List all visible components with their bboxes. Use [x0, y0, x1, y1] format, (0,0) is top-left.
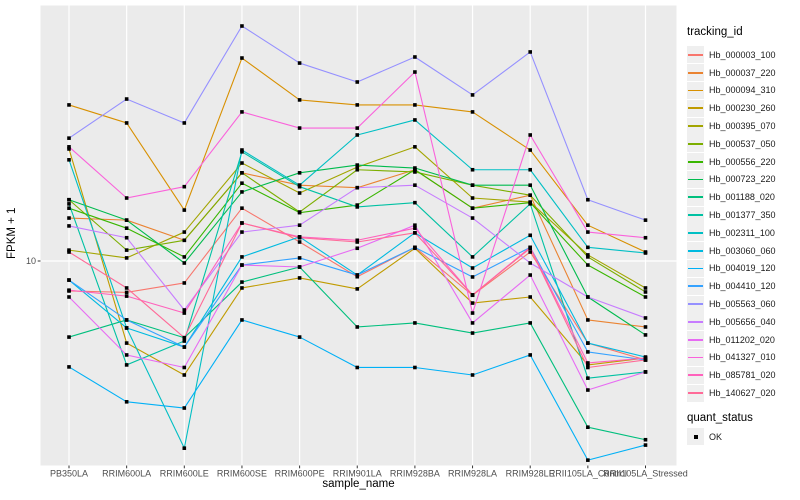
legend-line-swatch-icon	[687, 242, 704, 260]
legend-item-label: Hb_004410_120	[709, 281, 776, 292]
legend-item: Hb_140627_020	[687, 384, 799, 402]
legend-line-swatch-icon	[687, 153, 704, 171]
legend: tracking_id Hb_000003_100 Hb_000037_220 Hb…	[687, 26, 799, 446]
panel-background	[40, 5, 677, 466]
legend-item-label: Hb_005656_040	[709, 316, 776, 327]
legend-line-swatch-icon	[687, 295, 704, 313]
legend-line-swatch-icon	[687, 224, 704, 242]
legend-title-tracking-id: tracking_id	[687, 26, 743, 38]
quant-ok-marker-icon	[687, 428, 704, 446]
legend-line-swatch-icon	[687, 99, 704, 117]
legend-item-label: Hb_000003_100	[709, 49, 776, 60]
axes: PB350LA RRIM600LA RRIM600LE RRIM600SE RRIM60…	[26, 256, 688, 478]
legend-line-swatch-icon	[687, 277, 704, 295]
legend-item: Hb_004410_120	[687, 277, 799, 295]
legend-item: Hb_000230_260	[687, 99, 799, 117]
x-tick-label: RRIM928BA	[390, 469, 440, 479]
legend-item: Hb_000537_050	[687, 135, 799, 153]
legend-item: Hb_001188_020	[687, 188, 799, 206]
legend-item-label: Hb_000556_220	[709, 156, 776, 167]
x-axis-title: sample_name	[322, 478, 395, 490]
legend-item: Hb_011202_020	[687, 331, 799, 349]
legend-line-swatch-icon	[687, 81, 704, 99]
legend-line-swatch-icon	[687, 259, 704, 277]
x-tick-label: PB350LA	[50, 469, 88, 479]
legend-item-label: OK	[709, 431, 723, 442]
x-tick-label: RRIM600LA	[102, 469, 151, 479]
legend-item: Hb_000556_220	[687, 153, 799, 171]
legend-item-label: Hb_000230_260	[709, 103, 776, 114]
x-tick-label: RRIM600LE	[160, 469, 209, 479]
legend-items: Hb_000003_100 Hb_000037_220 Hb_000094_310 H…	[687, 46, 799, 402]
legend-item: Hb_041327_010	[687, 348, 799, 367]
x-tick-label: RRIM600SE	[217, 469, 267, 479]
legend-line-swatch-icon	[687, 117, 704, 135]
legend-item-label: Hb_004019_120	[709, 263, 776, 274]
legend-item-label: Hb_011202_020	[709, 334, 775, 345]
x-tick-label: RRII105LA_Control	[549, 469, 627, 479]
x-tick-label: RRIM928LE	[506, 469, 555, 479]
x-tick-label: RRII105LA_Stressed	[603, 469, 688, 479]
legend-item: Hb_000037_220	[687, 64, 799, 82]
y-tick-label: 10	[26, 256, 36, 266]
legend-item: Hb_002311_100	[687, 224, 799, 242]
legend-item: Hb_000003_100	[687, 46, 799, 64]
legend-item-label: Hb_001377_350	[709, 210, 776, 221]
legend-item: Hb_005656_040	[687, 313, 799, 331]
legend-item-label: Hb_140627_020	[709, 388, 776, 399]
legend-item: Hb_004019_120	[687, 259, 799, 278]
legend-item-label: Hb_005563_060	[709, 299, 776, 310]
legend-line-swatch-icon	[687, 331, 704, 349]
legend-title-quant-status: quant_status	[687, 411, 753, 424]
legend-item-label: Hb_085781_020	[709, 370, 776, 381]
legend-item-label: Hb_041327_010	[709, 352, 776, 363]
legend-item: Hb_085781_020	[687, 366, 799, 384]
legend-item-label: Hb_002311_100	[709, 227, 775, 238]
legend-item-quant-ok: OK	[687, 428, 799, 446]
legend-line-swatch-icon	[687, 384, 704, 402]
legend-line-swatch-icon	[687, 135, 704, 153]
x-tick-label: RRIM901LA	[333, 469, 382, 479]
series-markers	[67, 24, 648, 462]
legend-item-label: Hb_000395_070	[709, 121, 776, 132]
legend-item-label: Hb_001188_020	[709, 192, 775, 203]
legend-line-swatch-icon	[687, 348, 704, 366]
legend-line-swatch-icon	[687, 46, 704, 64]
legend-line-swatch-icon	[687, 313, 704, 331]
x-tick-label: RRIM928LA	[448, 469, 497, 479]
legend-item: Hb_000094_310	[687, 81, 799, 100]
legend-item-label: Hb_000037_220	[709, 67, 776, 78]
legend-item-label: Hb_003060_060	[709, 245, 776, 256]
legend-item-label: Hb_000723_220	[709, 174, 776, 185]
legend-item: Hb_003060_060	[687, 242, 799, 260]
x-tick-label: RRIM600PE	[275, 469, 325, 479]
legend-line-swatch-icon	[687, 64, 704, 82]
legend-item: Hb_000395_070	[687, 117, 799, 135]
legend-item-label: Hb_000537_050	[709, 138, 776, 149]
legend-item: Hb_000723_220	[687, 170, 799, 189]
legend-line-swatch-icon	[687, 206, 704, 224]
legend-item-label: Hb_000094_310	[709, 85, 776, 96]
legend-line-swatch-icon	[687, 366, 704, 384]
legend-line-swatch-icon	[687, 170, 704, 188]
legend-item: Hb_005563_060	[687, 295, 799, 313]
legend-item: Hb_001377_350	[687, 206, 799, 224]
legend-line-swatch-icon	[687, 188, 704, 206]
y-axis-title: FPKM + 1	[6, 207, 18, 259]
